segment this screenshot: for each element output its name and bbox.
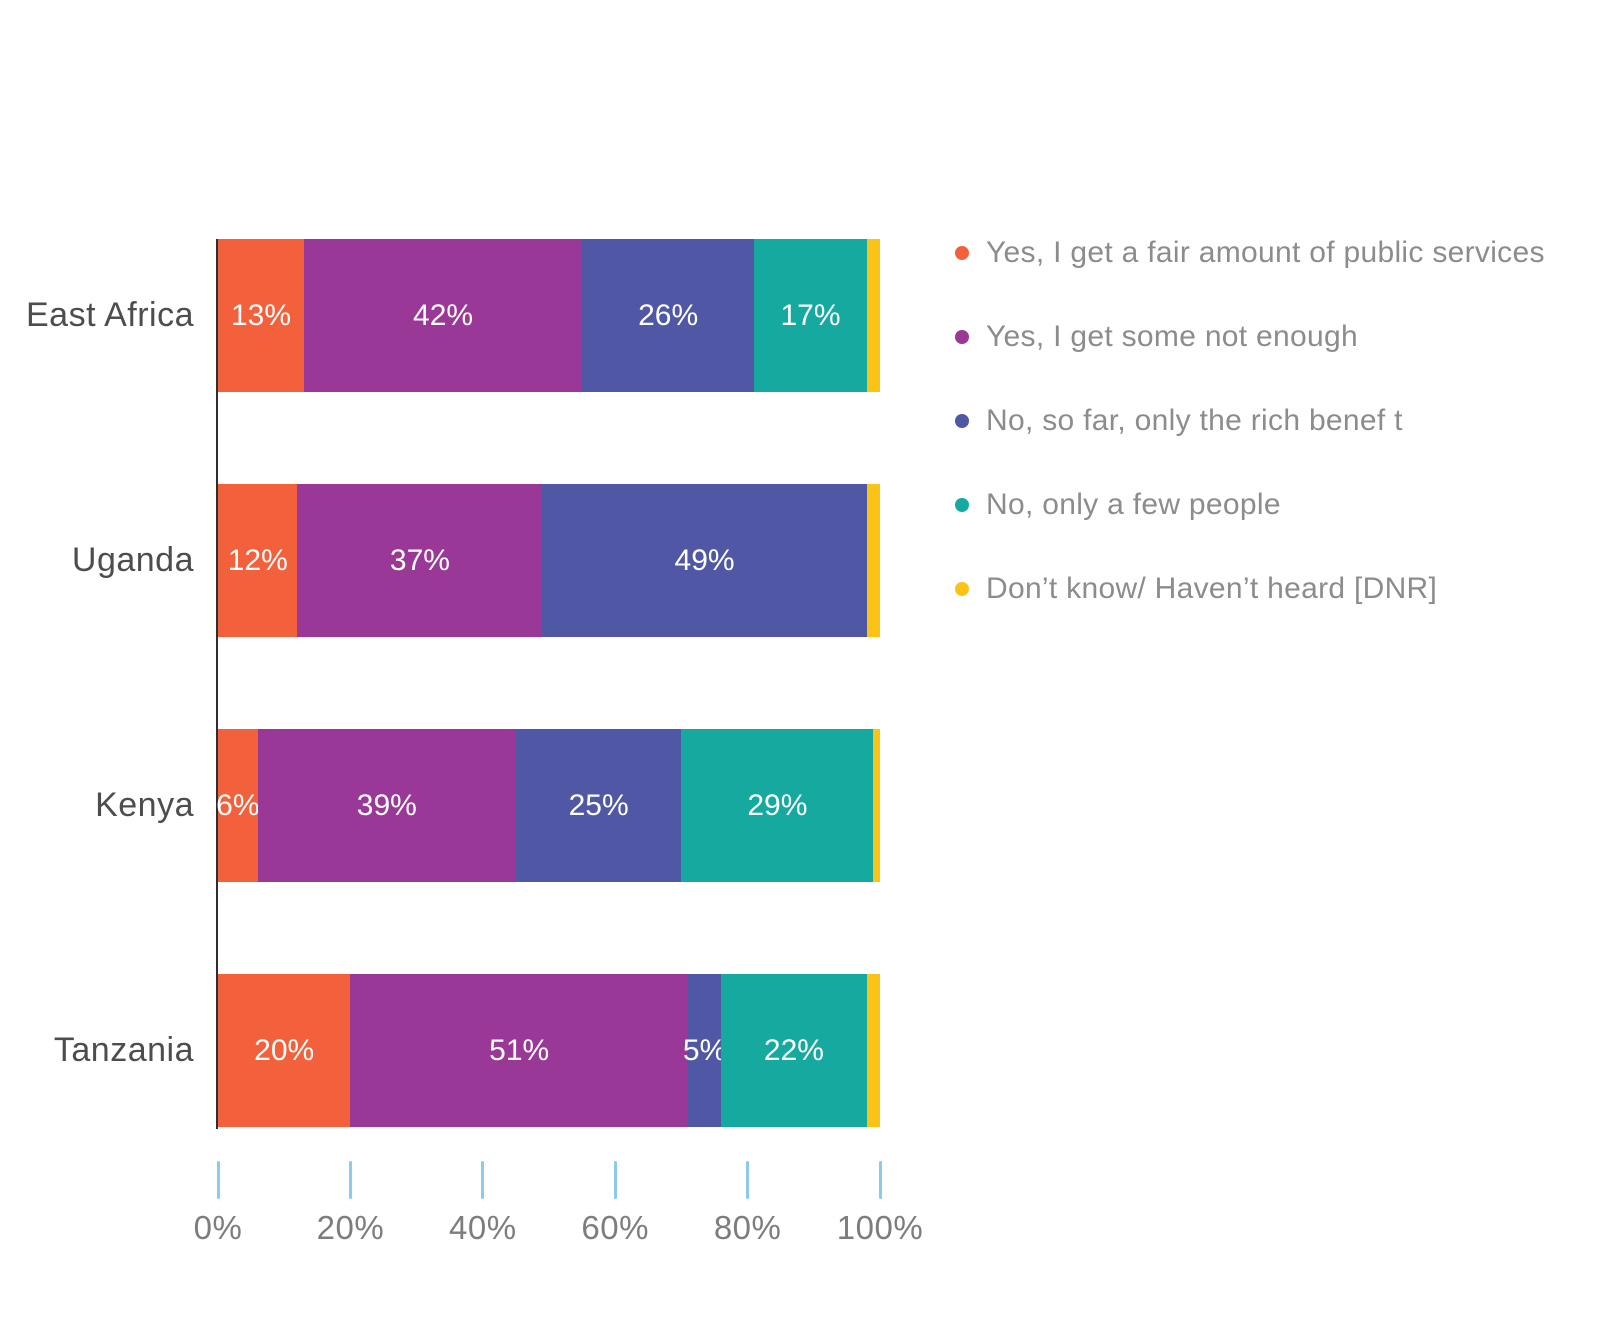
bar-segment-value: 49%	[674, 543, 735, 577]
bar-segment: 49%	[542, 484, 867, 637]
bar-segment: 42%	[304, 239, 583, 392]
bar-segment-value: 13%	[230, 298, 292, 332]
x-axis-tick-label: 80%	[713, 1209, 782, 1246]
category-label: Uganda	[71, 541, 194, 579]
bar-segment: 51%	[350, 974, 688, 1127]
bar-segment: 17%	[754, 239, 867, 392]
category-label: East Africa	[25, 296, 194, 334]
bar-segment: 25%	[515, 729, 682, 882]
bar-segment: 29%	[681, 729, 874, 882]
legend-dot-icon	[955, 414, 969, 428]
x-axis-tick-label: 0%	[193, 1209, 243, 1246]
bar-segment	[866, 484, 880, 637]
bar-segment: 26%	[582, 239, 755, 392]
legend-dot-icon	[955, 330, 969, 344]
bar-segment-value: 42%	[413, 298, 474, 332]
bar-segment-value: 51%	[489, 1033, 550, 1067]
bar-segment: 20%	[218, 974, 351, 1127]
x-axis-tick	[746, 1161, 750, 1199]
y-axis-line	[216, 239, 218, 1129]
bar-row: 12% 37% 49%	[218, 484, 880, 637]
legend-item: Yes, I get some not enough	[955, 319, 1358, 355]
x-axis-tick-label: 40%	[449, 1209, 517, 1246]
bar-segment: 39%	[257, 729, 516, 882]
x-axis-tick	[481, 1161, 485, 1199]
x-axis-tick	[878, 1161, 882, 1199]
legend-dot-icon	[955, 246, 969, 260]
bar-segment: 5%	[683, 974, 726, 1127]
bar-segment-value: 6%	[216, 788, 260, 822]
legend-item: Don’t know/ Haven’t heard [DNR]	[955, 571, 1437, 607]
bar-segment: 12%	[218, 484, 298, 637]
bar-segment-value: 5%	[682, 1033, 727, 1067]
bar-segment-value: 39%	[356, 788, 417, 822]
x-axis-tick	[348, 1161, 352, 1199]
bar-segment-value: 25%	[568, 788, 629, 822]
bar-segment-value: 37%	[389, 543, 450, 577]
bar-segment-value: 17%	[780, 298, 841, 332]
legend-item: No, so far, only the rich benef t	[955, 403, 1403, 439]
legend-label: No, only a few people	[986, 488, 1281, 521]
bar-segment	[866, 974, 880, 1127]
bar-segment: 13%	[218, 239, 305, 392]
legend-item: Yes, I get a fair amount of public servi…	[955, 235, 1545, 271]
legend-item: No, only a few people	[955, 487, 1281, 523]
bar-row: 13% 42% 26% 17%	[218, 239, 880, 392]
bar-segment-value: 12%	[227, 543, 288, 577]
legend-label: Yes, I get a fair amount of public servi…	[986, 236, 1545, 269]
legend-label: Yes, I get some not enough	[986, 320, 1358, 353]
category-label: Tanzania	[53, 1031, 194, 1069]
bar-segment-value: 29%	[747, 788, 808, 822]
bar-segment-value: 20%	[254, 1033, 315, 1067]
category-label: Kenya	[95, 786, 194, 824]
legend-dot-icon	[955, 582, 969, 596]
bar-segment	[873, 729, 880, 882]
x-axis-tick	[613, 1161, 617, 1199]
bar-row: 6% 39% 25% 29%	[216, 729, 880, 882]
x-axis-tick	[216, 1161, 220, 1199]
bar-segment	[866, 239, 880, 392]
x-axis-tick-label: 60%	[581, 1209, 649, 1246]
legend-dot-icon	[955, 498, 969, 512]
bar-segment-value: 26%	[638, 298, 699, 332]
x-axis-tick-label: 100%	[836, 1209, 924, 1246]
bar-segment: 37%	[297, 484, 543, 637]
legend-label: Don’t know/ Haven’t heard [DNR]	[986, 572, 1438, 605]
bar-segment: 22%	[721, 974, 867, 1127]
bar-segment-value: 22%	[763, 1033, 824, 1067]
x-axis-tick-label: 20%	[316, 1209, 385, 1246]
legend-label: No, so far, only the rich benef t	[986, 404, 1403, 437]
bar-segment: 6%	[216, 729, 260, 882]
bar-row: 20% 51% 5% 22%	[218, 974, 880, 1127]
